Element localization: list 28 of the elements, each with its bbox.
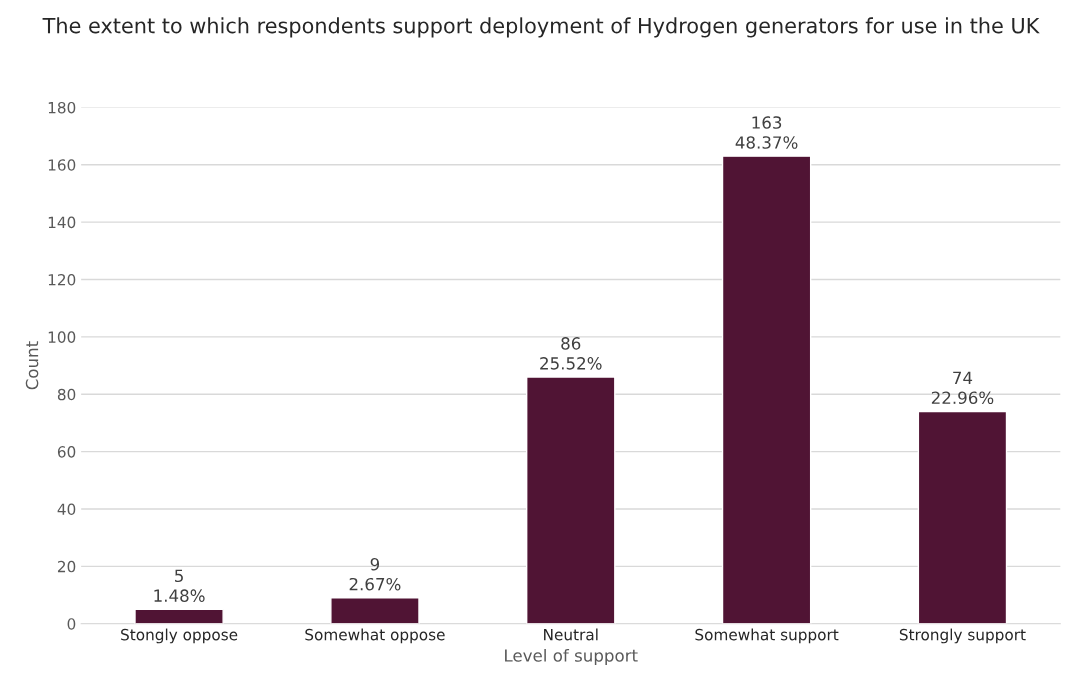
y-tick-label: 160 [48, 159, 76, 171]
data-label: 86 25.52% [540, 337, 602, 370]
x-tick-label: Stongly oppose [121, 628, 238, 644]
bar [330, 597, 420, 624]
data-label: 9 2.67% [349, 557, 401, 591]
bar [917, 410, 1008, 624]
x-tick-label: Somewhat oppose [305, 628, 445, 644]
y-tick-label: 120 [48, 273, 76, 286]
y-tick-label: 40 [57, 503, 76, 515]
y-tick-label: 100 [48, 331, 76, 343]
y-tick-label: 180 [48, 101, 76, 114]
y-tick-label: 80 [57, 388, 76, 401]
x-tick-label: Neutral [544, 628, 598, 641]
data-label: 5 1.48% [154, 569, 205, 602]
y-tick-label: 0 [67, 618, 76, 630]
y-tick-label: 20 [57, 560, 76, 573]
x-axis-title: Level of support [505, 648, 638, 666]
bar [134, 608, 224, 624]
chart-title: The extent to which respondents support deployment of Hydrogen generators for use in the UK [42, 17, 1040, 38]
data-label: 74 22.96% [931, 371, 994, 405]
y-tick-label: 60 [57, 446, 76, 458]
y-tick-label: 140 [48, 216, 76, 229]
y-axis-title: Count [25, 341, 39, 390]
bar [525, 376, 616, 624]
data-label: 163 48.37% [735, 116, 798, 149]
bar [721, 155, 812, 624]
x-tick-label: Somewhat support [695, 628, 839, 644]
x-tick-label: Strongly support [899, 628, 1026, 644]
